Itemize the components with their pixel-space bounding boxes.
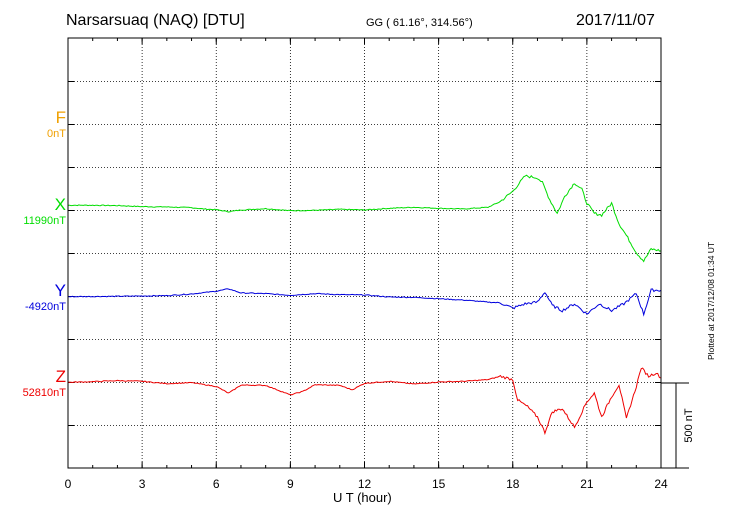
channel-symbol-f: F [55,108,66,127]
x-tick-label: 9 [287,477,294,491]
channel-label-f: F 0nT [6,108,66,141]
x-tick-label: 21 [580,477,594,491]
channel-label-z: Z 52810nT [6,367,66,400]
x-tick-label: 15 [432,477,446,491]
channel-baseline-z: 52810nT [22,387,66,399]
x-tick-label: 24 [654,477,668,491]
plotted-timestamp: Plotted at 2017/12/08 01:34 UT [706,241,716,360]
channel-label-x: X 11990nT [6,195,66,228]
series-line-x [68,174,662,263]
scale-bar: 500 nT [661,382,695,469]
x-tick-label: 12 [358,477,372,491]
station-title: Narsarsuaq (NAQ) [DTU] [66,12,245,29]
series-line-y [67,288,662,317]
x-tick-label: 3 [139,477,146,491]
x-tick-label: 18 [506,477,520,491]
plot-frame [67,37,662,469]
channel-baseline-x: 11990nT [23,215,66,227]
series-group [67,174,662,436]
plot-date: 2017/11/07 [576,12,655,29]
channel-symbol-z: Z [55,367,66,386]
x-axis-label: U T (hour) [333,490,392,505]
grid-lines [68,38,661,468]
x-tick-label: 0 [65,477,72,491]
channel-symbol-x: X [54,195,66,214]
scale-bar-label: 500 nT [683,408,695,443]
channel-label-y: Y -4920nT [6,281,66,314]
series-line-z [67,367,662,436]
channel-symbol-y: Y [54,281,66,300]
channel-baseline-y: -4920nT [25,301,66,313]
channel-baseline-f: 0nT [47,128,66,140]
geographic-coordinates: GG ( 61.16°, 314.56°) [366,17,473,29]
x-tick-label: 6 [213,477,220,491]
